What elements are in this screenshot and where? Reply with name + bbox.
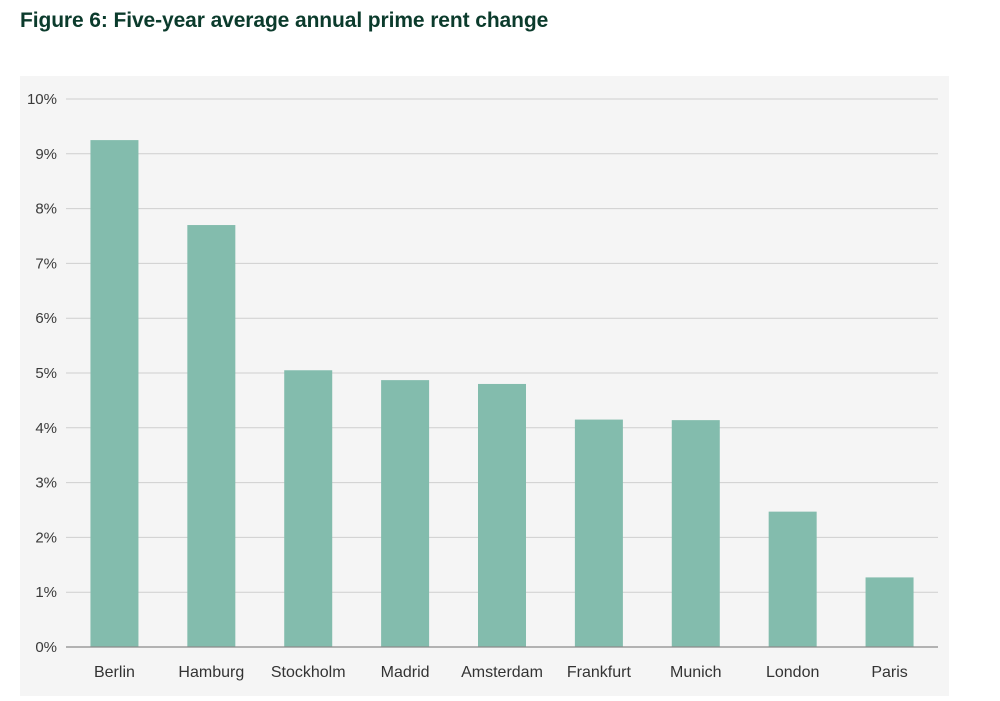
x-tick-label: Frankfurt (567, 664, 632, 681)
y-tick-label: 1% (35, 584, 57, 601)
x-tick-label: Paris (871, 664, 907, 681)
y-tick-labels: 0% 1% 2% 3% 4% 5% 6% 7% 8% 9% 10% (27, 91, 57, 656)
y-tick-label: 10% (27, 91, 57, 108)
chart-panel: 0% 1% 2% 3% 4% 5% 6% 7% 8% 9% 10% Berlin Hamburg Sto… (20, 76, 949, 696)
y-tick-label: 7% (35, 255, 57, 272)
y-tick-label: 0% (35, 639, 57, 656)
bars (90, 140, 914, 648)
y-tick-label: 3% (35, 475, 57, 492)
y-tick-label: 8% (35, 201, 57, 218)
y-tick-label: 4% (35, 420, 57, 437)
bar-chart: 0% 1% 2% 3% 4% 5% 6% 7% 8% 9% 10% Berlin Hamburg Sto… (27, 91, 938, 681)
x-tick-label: Munich (670, 664, 722, 681)
bar-hamburg (187, 225, 236, 648)
bar-munich (671, 420, 720, 647)
bar-amsterdam (478, 383, 526, 647)
y-tick-label: 2% (35, 529, 57, 546)
bar-madrid (381, 380, 430, 647)
chart-title: Figure 6: Five-year average annual prime… (20, 9, 549, 32)
x-tick-labels: Berlin Hamburg Stockholm Madrid Amsterdam Fra… (94, 664, 908, 681)
bar-berlin (90, 140, 139, 647)
bar-frankfurt (574, 419, 623, 647)
y-tick-label: 6% (35, 310, 57, 327)
x-tick-label: Stockholm (271, 664, 346, 681)
bar-london (768, 511, 817, 647)
x-tick-label: Madrid (381, 664, 430, 681)
x-tick-label: Hamburg (178, 664, 244, 681)
bar-stockholm (284, 370, 333, 647)
y-tick-label: 5% (35, 365, 57, 382)
x-tick-label: London (766, 664, 819, 681)
bar-paris (865, 577, 914, 647)
y-tick-label: 9% (35, 146, 57, 163)
x-tick-label: Berlin (94, 664, 135, 681)
x-tick-label: Amsterdam (461, 664, 543, 681)
